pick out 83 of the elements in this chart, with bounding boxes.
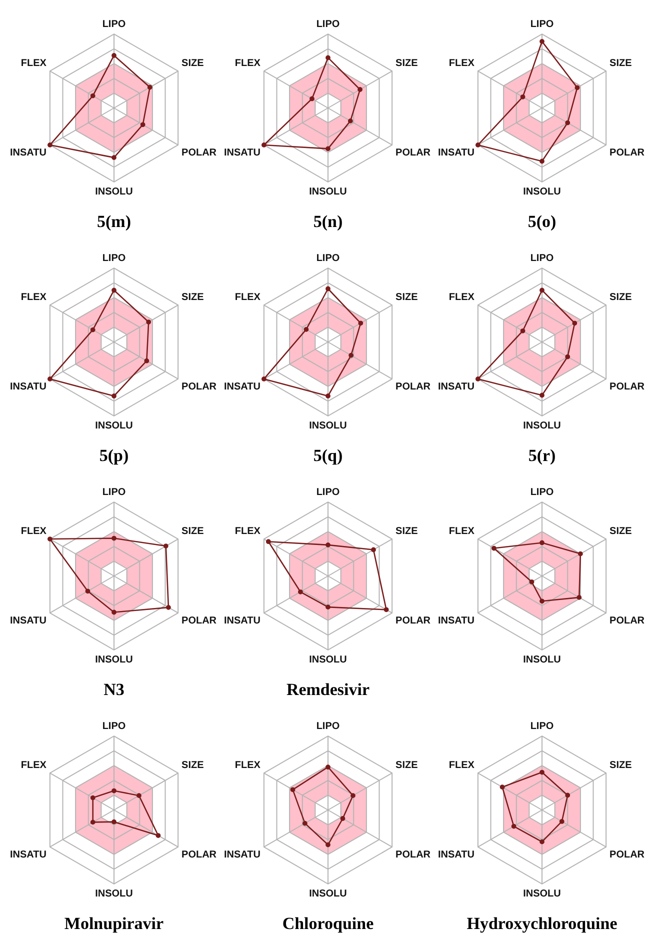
spoke-label: INSOLU xyxy=(523,186,561,198)
text: 5(o) xyxy=(528,212,556,232)
spoke-label: LIPO xyxy=(316,252,340,264)
spoke-label: POLAR xyxy=(182,616,218,627)
spoke-label: FLEX xyxy=(234,292,261,303)
spoke-label: INSOLU xyxy=(309,420,347,432)
text: 5(m) xyxy=(97,212,131,232)
spoke-label: LIPO xyxy=(530,252,554,264)
spoke-label: POLAR xyxy=(610,382,646,393)
spoke-label: FLEX xyxy=(20,58,47,69)
spoke-label: LIPO xyxy=(102,252,126,264)
spoke-label: INSATU xyxy=(10,148,46,159)
spoke-label: SIZE xyxy=(182,526,204,537)
spoke-label: LIPO xyxy=(316,486,340,498)
spoke-label: INSOLU xyxy=(95,186,133,198)
spoke-label: INSOLU xyxy=(309,888,347,900)
spoke-label: INSATU xyxy=(10,382,46,393)
spoke-label: INSOLU xyxy=(309,654,347,666)
spoke-label: POLAR xyxy=(396,382,432,393)
text: 5(r) xyxy=(528,446,556,466)
spoke-label: FLEX xyxy=(234,58,261,69)
spoke-label: INSOLU xyxy=(523,420,561,432)
spoke-label: SIZE xyxy=(610,292,632,303)
text: Hydroxychloroquine xyxy=(466,914,618,934)
spoke-label: INSATU xyxy=(438,148,474,159)
spoke-label: FLEX xyxy=(448,292,475,303)
spoke-label: FLEX xyxy=(20,526,47,537)
spoke-label: POLAR xyxy=(610,148,646,159)
text: N3 xyxy=(104,680,124,700)
spoke-label: FLEX xyxy=(20,292,47,303)
spoke-label: POLAR xyxy=(610,616,646,627)
spoke-label: INSOLU xyxy=(309,186,347,198)
spoke-label: FLEX xyxy=(20,760,47,771)
spoke-label: LIPO xyxy=(102,18,126,30)
spoke-label: POLAR xyxy=(610,850,646,861)
spoke-label: LIPO xyxy=(102,720,126,732)
spoke-label: SIZE xyxy=(396,58,418,69)
spoke-label: POLAR xyxy=(182,850,218,861)
spoke-label: INSOLU xyxy=(95,420,133,432)
spoke-label: INSATU xyxy=(224,616,260,627)
spoke-label: POLAR xyxy=(396,616,432,627)
text: 5(n) xyxy=(313,212,343,232)
spoke-label: INSOLU xyxy=(523,654,561,666)
spoke-label: POLAR xyxy=(182,148,218,159)
spoke-label: INSATU xyxy=(224,382,260,393)
text: Remdesivir xyxy=(286,680,370,700)
spoke-label: INSOLU xyxy=(95,654,133,666)
spoke-label: SIZE xyxy=(396,292,418,303)
spoke-label: LIPO xyxy=(530,720,554,732)
spoke-label: INSATU xyxy=(438,382,474,393)
spoke-label: POLAR xyxy=(182,382,218,393)
spoke-label: LIPO xyxy=(102,486,126,498)
spoke-label: SIZE xyxy=(396,760,418,771)
spoke-label: LIPO xyxy=(530,18,554,30)
spoke-label: INSATU xyxy=(438,616,474,627)
spoke-label: INSATU xyxy=(10,616,46,627)
spoke-label: LIPO xyxy=(530,486,554,498)
text: 5(q) xyxy=(313,446,343,466)
spoke-label: LIPO xyxy=(316,720,340,732)
text: Chloroquine xyxy=(282,914,374,934)
spoke-label: INSOLU xyxy=(523,888,561,900)
spoke-label: LIPO xyxy=(316,18,340,30)
spoke-label: INSATU xyxy=(438,850,474,861)
spoke-label: FLEX xyxy=(448,760,475,771)
spoke-label: INSOLU xyxy=(95,888,133,900)
spoke-label: INSATU xyxy=(224,148,260,159)
spoke-label: FLEX xyxy=(234,760,261,771)
text: Molnupiravir xyxy=(64,914,164,934)
text: 5(p) xyxy=(99,446,129,466)
spoke-label: SIZE xyxy=(610,760,632,771)
spoke-label: SIZE xyxy=(182,760,204,771)
spoke-label: SIZE xyxy=(396,526,418,537)
spoke-label: SIZE xyxy=(610,526,632,537)
spoke-label: FLEX xyxy=(448,526,475,537)
spoke-label: FLEX xyxy=(234,526,261,537)
spoke-label: POLAR xyxy=(396,148,432,159)
spoke-label: FLEX xyxy=(448,58,475,69)
spoke-label: SIZE xyxy=(182,292,204,303)
spoke-label: INSATU xyxy=(224,850,260,861)
spoke-label: POLAR xyxy=(396,850,432,861)
spoke-label: SIZE xyxy=(610,58,632,69)
spoke-label: SIZE xyxy=(182,58,204,69)
spoke-label: INSATU xyxy=(10,850,46,861)
